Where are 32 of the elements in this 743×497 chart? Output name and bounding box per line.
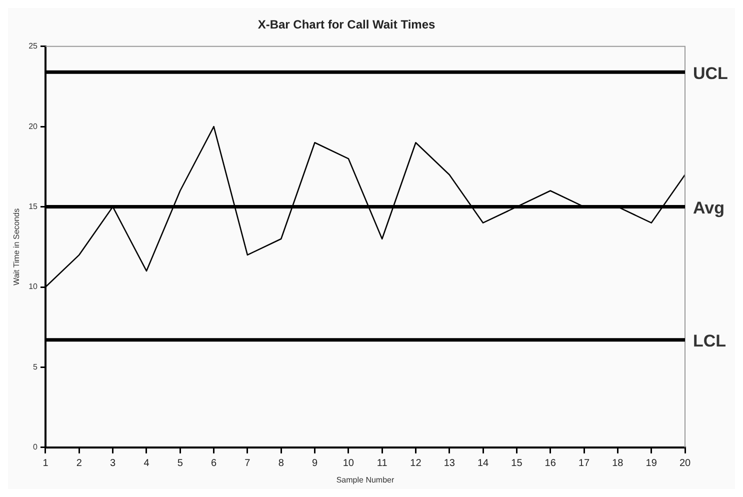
x-axis-title: Sample Number bbox=[336, 475, 394, 484]
x-tick-label: 7 bbox=[244, 458, 251, 470]
x-tick-label: 11 bbox=[376, 458, 388, 470]
x-tick-label: 3 bbox=[110, 458, 116, 470]
x-tick-label: 19 bbox=[646, 458, 658, 470]
y-tick-label: 20 bbox=[28, 122, 38, 131]
x-tick-label: 15 bbox=[511, 458, 523, 470]
ref-line-label: Avg bbox=[693, 198, 724, 218]
y-axis-title: Wait Time in Seconds bbox=[12, 208, 22, 286]
x-tick-label: 16 bbox=[544, 458, 556, 470]
y-tick-label: 10 bbox=[28, 282, 38, 292]
y-tick-label: 15 bbox=[28, 202, 38, 212]
x-tick-label: 20 bbox=[679, 458, 691, 470]
x-tick-label: 2 bbox=[76, 458, 82, 470]
ref-line-label: UCL bbox=[693, 64, 728, 83]
y-tick-label: 5 bbox=[33, 362, 38, 372]
y-tick-label: 0 bbox=[33, 442, 38, 452]
x-tick-label: 18 bbox=[612, 458, 624, 470]
y-tick-label: 25 bbox=[28, 42, 38, 51]
x-tick-label: 9 bbox=[312, 458, 318, 470]
x-tick-label: 12 bbox=[410, 458, 422, 470]
ref-line-label: LCL bbox=[693, 332, 726, 351]
x-tick-label: 13 bbox=[444, 458, 456, 470]
x-tick-label: 6 bbox=[211, 458, 218, 470]
x-tick-label: 5 bbox=[177, 458, 184, 470]
x-tick-label: 1 bbox=[42, 458, 49, 470]
x-tick-label: 4 bbox=[144, 458, 150, 470]
x-tick-label: 10 bbox=[342, 458, 354, 470]
x-tick-label: 17 bbox=[578, 458, 590, 470]
chart-title: X-Bar Chart for Call Wait Times bbox=[258, 18, 436, 32]
x-tick-label: 14 bbox=[477, 458, 490, 470]
x-tick-label: 8 bbox=[278, 458, 284, 470]
